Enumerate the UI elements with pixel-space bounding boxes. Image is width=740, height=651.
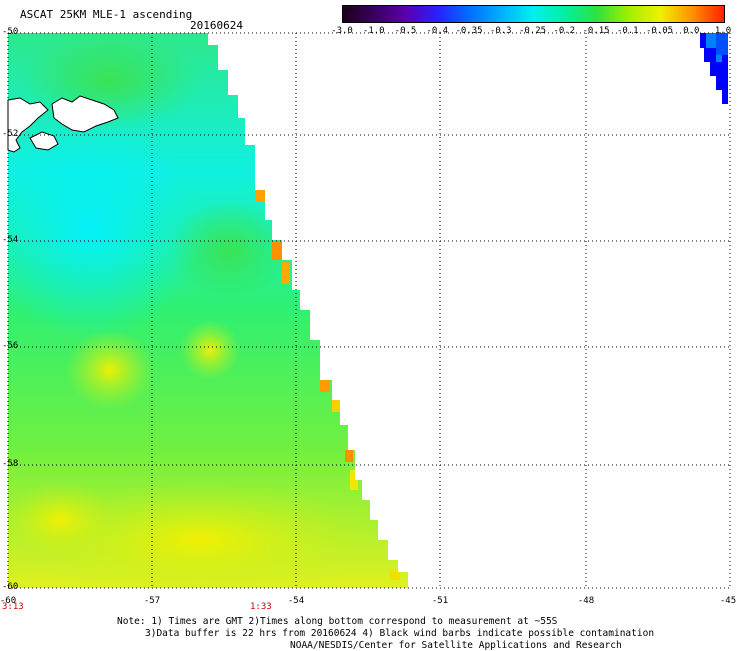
chart-date: 20160624 xyxy=(190,19,243,32)
colorbar-tick-label: 0.0 xyxy=(683,26,700,36)
longitude-label: -60 xyxy=(0,596,17,606)
colorbar-tick-label: -1.0 xyxy=(362,26,385,36)
chart-title: ASCAT 25KM MLE-1 ascending xyxy=(20,8,193,21)
latitude-label: -54 xyxy=(2,235,19,245)
latitude-label: -50 xyxy=(2,27,19,37)
colorbar xyxy=(342,5,725,23)
time-label-start: 3:13 xyxy=(2,602,24,612)
note-line-2: 3)Data buffer is 22 hrs from 20160624 4)… xyxy=(145,628,655,639)
latitude-label: -52 xyxy=(2,129,19,139)
colorbar-tick-label: -0.4 xyxy=(426,26,449,36)
longitude-label: -51 xyxy=(431,596,449,606)
colorbar-tick-label: -0.2 xyxy=(553,26,576,36)
latitude-label: -58 xyxy=(2,459,19,469)
colorbar-tick-label: -0.05 xyxy=(645,26,674,36)
latitude-label: -56 xyxy=(2,341,19,351)
colorbar-tick-label: -0.1 xyxy=(616,26,639,36)
note-line-3: NOAA/NESDIS/Center for Satellite Applica… xyxy=(290,640,622,651)
colorbar-tick-label: -3.0 xyxy=(331,26,353,36)
colorbar-tick-label: -0.15 xyxy=(582,26,610,36)
colorbar-tick-label: -0.25 xyxy=(518,26,547,36)
falkland-islands-coastline xyxy=(7,95,119,153)
lat-lon-grid xyxy=(7,32,731,589)
colorbar-tick-label: -0.5 xyxy=(394,26,417,36)
note-line-1: Note: 1) Times are GMT 2)Times along bot… xyxy=(117,616,558,627)
longitude-label: -54 xyxy=(287,596,305,606)
time-label-mid: 1:33 xyxy=(250,602,272,612)
longitude-label: -45 xyxy=(719,596,737,606)
longitude-label: -57 xyxy=(143,596,161,606)
colorbar-tick-label: -0.3 xyxy=(489,26,512,36)
colorbar-tick-label: -0.35 xyxy=(455,26,483,36)
colorbar-tick-label: 1.0 xyxy=(714,26,732,36)
latitude-label: -60 xyxy=(2,582,19,592)
longitude-label: -48 xyxy=(577,596,595,606)
wind-swath-east xyxy=(700,33,728,104)
